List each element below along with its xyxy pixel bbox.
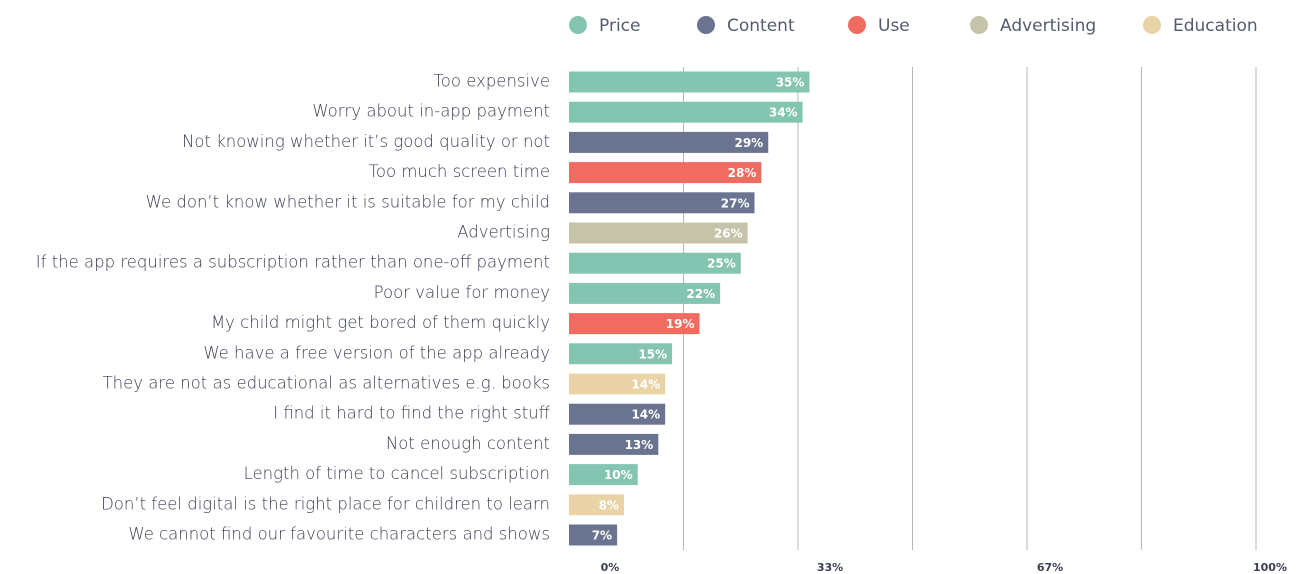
bar	[569, 131, 769, 153]
legend-label: Advertising	[1000, 16, 1096, 36]
value-label: 22%	[686, 287, 715, 301]
x-tick-label: 100%	[1253, 561, 1287, 574]
legend-swatch	[848, 16, 866, 34]
value-label: 14%	[631, 378, 660, 392]
bar	[569, 433, 659, 455]
x-tick-label: 67%	[1037, 561, 1063, 574]
value-label: 7%	[592, 529, 612, 543]
value-label: 8%	[599, 498, 619, 512]
value-label: 14%	[631, 408, 660, 422]
category-label: They are not as educational as alternati…	[103, 374, 550, 393]
value-label: 28%	[728, 166, 757, 180]
legend-label: Price	[599, 16, 640, 36]
bar	[569, 403, 666, 425]
category-label: Too much screen time	[369, 162, 550, 181]
legend-swatch	[697, 16, 715, 34]
value-label: 19%	[666, 317, 695, 331]
value-label: 34%	[769, 106, 798, 120]
bar	[569, 313, 700, 335]
value-label: 13%	[625, 438, 654, 452]
value-label: 10%	[604, 468, 633, 482]
category-label: We have a free version of the app alread…	[203, 343, 550, 362]
legend-label: Content	[727, 16, 795, 36]
legend-swatch	[1143, 16, 1161, 34]
category-label: My child might get bored of them quickly	[211, 313, 550, 332]
category-label: If the app requires a subscription rathe…	[36, 253, 550, 272]
value-label: 25%	[707, 257, 736, 271]
category-label: Too expensive	[433, 72, 550, 91]
category-label: I find it hard to find the right stuff	[273, 404, 550, 423]
bar	[569, 222, 748, 244]
value-label: 26%	[714, 227, 743, 241]
category-label: Don’t feel digital is the right place fo…	[101, 494, 550, 513]
category-label: Advertising	[457, 223, 550, 242]
bar	[569, 282, 721, 304]
bar	[569, 373, 666, 395]
category-label: Not knowing whether it’s good quality or…	[182, 132, 550, 151]
bar	[569, 464, 638, 486]
category-label: We don’t know whether it is suitable for…	[146, 192, 550, 211]
value-label: 27%	[721, 196, 750, 210]
bar	[569, 524, 618, 546]
bar	[569, 343, 673, 365]
legend-swatch	[569, 16, 587, 34]
bar	[569, 192, 755, 214]
category-label: Worry about in-app payment	[312, 102, 550, 121]
value-label: 29%	[734, 136, 763, 150]
bar	[569, 101, 803, 123]
bar	[569, 162, 762, 184]
category-label: Length of time to cancel subscription	[244, 464, 550, 483]
x-tick-label: 33%	[817, 561, 843, 574]
legend-swatch	[970, 16, 988, 34]
value-label: 35%	[776, 76, 805, 90]
category-label: We cannot find our favourite characters …	[128, 525, 550, 544]
legend-label: Education	[1173, 16, 1258, 36]
bar	[569, 252, 741, 274]
category-label: Poor value for money	[374, 283, 550, 302]
legend-label: Use	[878, 16, 910, 36]
value-label: 15%	[638, 347, 667, 361]
x-tick-label: 0%	[601, 561, 620, 574]
bar	[569, 494, 624, 516]
category-label: Not enough content	[386, 434, 550, 453]
bar	[569, 71, 810, 93]
